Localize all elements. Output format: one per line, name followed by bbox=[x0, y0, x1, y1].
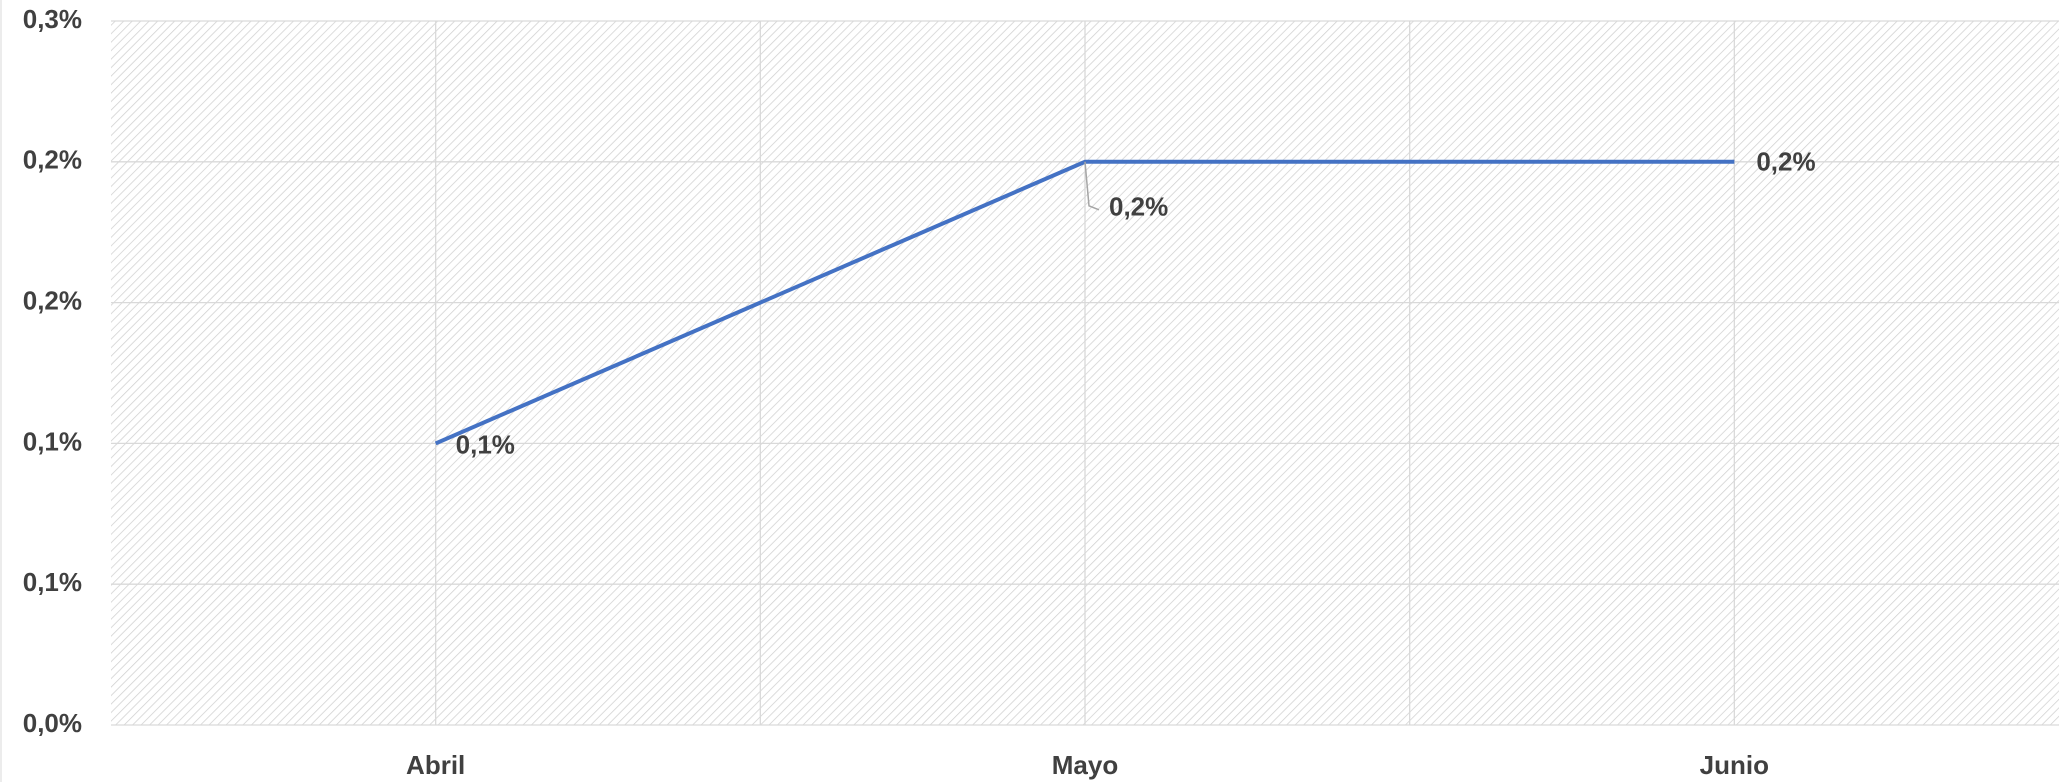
y-tick-label: 0,2% bbox=[23, 285, 82, 315]
y-tick-label: 0,0% bbox=[23, 708, 82, 738]
y-tick-label: 0,1% bbox=[23, 567, 82, 597]
y-tick-label: 0,3% bbox=[23, 4, 82, 34]
x-tick-label: Junio bbox=[1700, 750, 1769, 780]
x-tick-label: Mayo bbox=[1052, 750, 1118, 780]
leader-line bbox=[1084, 161, 1100, 211]
x-tick-label: Abril bbox=[406, 750, 465, 780]
y-tick-label: 0,1% bbox=[23, 426, 82, 456]
y-tick-label: 0,2% bbox=[23, 145, 82, 175]
data-label: 0,2% bbox=[1756, 147, 1815, 177]
data-label: 0,2% bbox=[1109, 192, 1168, 222]
data-label: 0,1% bbox=[456, 429, 515, 459]
